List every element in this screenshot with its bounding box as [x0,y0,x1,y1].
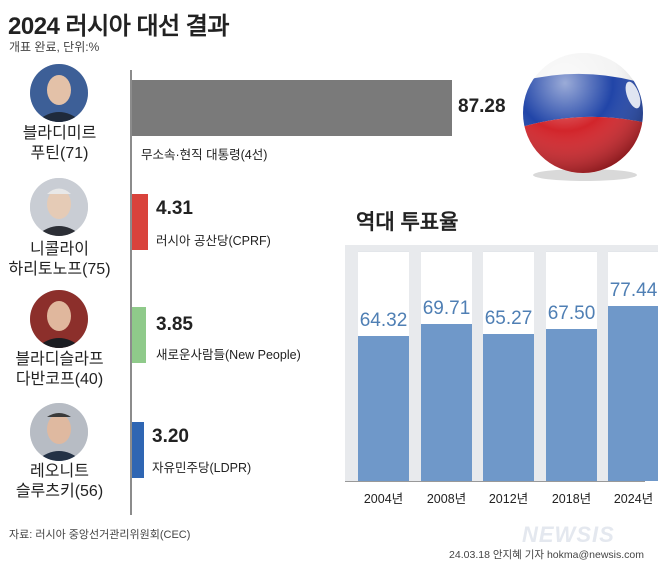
turnout-value-label: 64.32 [359,310,408,331]
byline-credit: 24.03.18 안지혜 기자 hokma@newsis.com [449,549,644,561]
page-title: 2024 러시아 대선 결과 [8,13,229,40]
vote-party-slutsky: 자유민주당(LDPR) [152,461,252,475]
vote-value-kharitonov: 4.31 [156,198,193,219]
candidate-photo-kharitonov [30,178,88,236]
turnout-value-label: 65.27 [484,308,533,329]
newsis-logo: NEWSIS [522,522,615,547]
page-subtitle: 개표 완료, 단위:% [9,40,100,54]
turnout-year-label: 2004년 [363,492,404,506]
turnout-value-label: 69.71 [422,298,471,319]
turnout-axis-line [345,481,645,482]
turnout-bar [483,334,534,481]
candidate-name-davankov: 블라디슬라프 다반코프(40) [15,351,104,388]
turnout-bar [608,306,658,481]
vote-party-kharitonov: 러시아 공산당(CPRF) [156,234,271,248]
candidate-name-kharitonov: 니콜라이 하리토노프(75) [8,241,111,278]
vote-value-davankov: 3.85 [156,314,193,335]
turnout-bar [358,336,409,481]
vote-party-putin: 무소속·현직 대통령(4선) [141,148,268,162]
turnout-bar [546,329,597,481]
candidate-photo-davankov [30,290,88,348]
turnout-bar [421,324,472,481]
vote-bar-slutsky [132,422,144,478]
turnout-year-label: 2024년 [613,492,654,506]
source-note: 자료: 러시아 중앙선거관리위원회(CEC) [9,529,191,541]
turnout-value-label: 77.44 [609,280,658,301]
vote-bar-putin [132,80,452,136]
candidate-photo-slutsky [30,403,88,461]
turnout-value-label: 67.50 [547,303,596,324]
turnout-year-label: 2008년 [426,492,467,506]
vote-value-slutsky: 3.20 [152,426,189,447]
russia-flag-ball-icon [523,53,643,181]
vote-bar-kharitonov [132,194,148,250]
turnout-chart-title: 역대 투표율 [356,211,459,234]
candidate-name-putin: 블라디미르 푸틴(71) [22,125,97,162]
candidate-name-slutsky: 레오니트 슬루츠키(56) [15,463,104,500]
vote-bar-davankov [132,307,146,363]
turnout-year-label: 2012년 [488,492,529,506]
candidate-photo-putin [30,64,88,122]
turnout-year-label: 2018년 [551,492,592,506]
vote-party-davankov: 새로운사람들(New People) [156,348,301,362]
vote-axis-line [130,70,132,515]
vote-value-putin: 87.28 [458,96,506,117]
